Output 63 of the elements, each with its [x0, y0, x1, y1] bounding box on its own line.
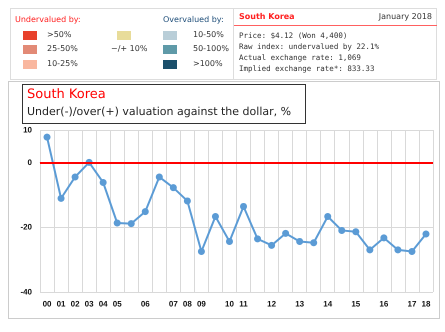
point [268, 242, 276, 249]
text: 10-25% [47, 59, 78, 68]
y-tick-label: 0 [28, 158, 33, 167]
point [352, 228, 360, 236]
point [338, 226, 346, 234]
y-tick-label: -20 [20, 222, 33, 232]
text: −/+ 10% [111, 44, 148, 53]
x-tick-label: 16 [379, 300, 389, 308]
point [380, 234, 388, 242]
point [240, 202, 248, 210]
x-tick-label: 15 [351, 300, 361, 308]
point [394, 246, 402, 254]
point [366, 246, 374, 254]
text: >50% [47, 30, 72, 39]
point [72, 173, 79, 180]
point [128, 220, 135, 228]
x-tick-label: 05 [112, 300, 122, 308]
point [212, 213, 219, 220]
x-tick-label: 13 [295, 300, 305, 308]
chart-title: South Korea [27, 87, 106, 102]
y-tick-label: 10 [23, 126, 33, 134]
x-tick-label: 01 [56, 300, 66, 308]
y-tick-label: -40 [20, 288, 33, 296]
chart-subtitle: Under(-)/over(+) valuation against the dollar, % [27, 105, 292, 118]
point [254, 235, 262, 242]
point [282, 230, 290, 237]
point [324, 213, 332, 220]
point [198, 248, 205, 255]
x-tick-label: 14 [323, 300, 333, 308]
x-tick-label: 02 [70, 300, 80, 308]
point [408, 248, 416, 255]
x-tick-label: 11 [239, 300, 248, 308]
point [114, 219, 121, 226]
text: 25-50% [47, 44, 78, 53]
point [226, 238, 233, 245]
x-tick-label: 04 [98, 300, 108, 308]
text: South Korea [239, 12, 295, 21]
x-tick-label: 12 [267, 300, 277, 308]
x-tick-label: 00 [42, 300, 52, 308]
text: January 2018 [378, 12, 432, 21]
text: 50-100% [193, 44, 229, 53]
text: Overvalued by: [163, 15, 224, 24]
x-tick-label: 03 [84, 300, 94, 308]
point [184, 197, 191, 204]
point [44, 134, 51, 141]
text: Undervalued by: [15, 15, 81, 24]
point [296, 238, 304, 245]
text: >100% [193, 59, 223, 68]
x-tick-label: 06 [140, 300, 150, 308]
x-tick-label: 08 [182, 300, 192, 308]
x-tick-label: 18 [422, 300, 431, 308]
x-tick-label: 10 [225, 300, 234, 308]
point [310, 239, 318, 246]
point [156, 173, 163, 180]
point [58, 194, 65, 202]
point [170, 184, 177, 192]
point [100, 178, 107, 186]
x-tick-label: 09 [196, 300, 206, 308]
point [142, 208, 149, 216]
x-tick-label: 17 [407, 300, 417, 308]
point [422, 230, 430, 238]
x-tick-label: 07 [168, 300, 178, 308]
text: 10-50% [193, 30, 224, 39]
